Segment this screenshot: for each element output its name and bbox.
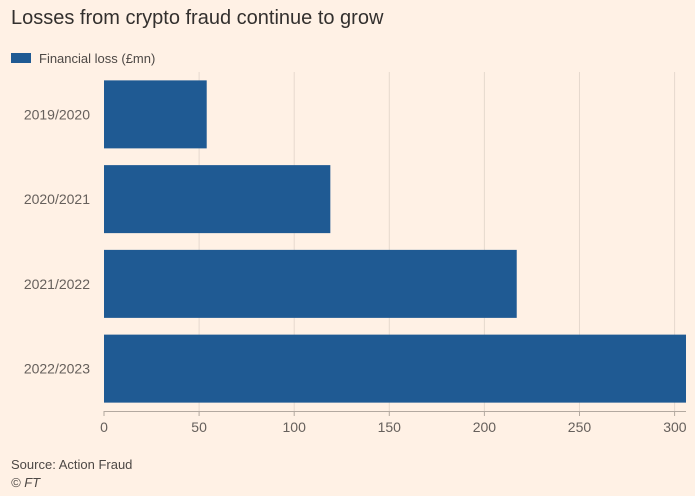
credit: © FT	[11, 475, 41, 490]
bar-2019-2020	[104, 80, 207, 149]
legend-swatch	[11, 53, 31, 63]
legend-label: Financial loss (£mn)	[39, 50, 156, 66]
x-tick-label-250: 250	[568, 419, 592, 435]
source-note: Source: Action Fraud	[11, 457, 133, 472]
bar-2020-2021	[104, 165, 331, 234]
x-tick-label-50: 50	[191, 419, 207, 435]
x-tick-label-300: 300	[663, 419, 687, 435]
y-tick-label-2020-2021: 2020/2021	[24, 191, 90, 207]
x-tick-label-150: 150	[378, 419, 402, 435]
bar-2021-2022	[104, 249, 517, 318]
x-tick-label-200: 200	[473, 419, 497, 435]
x-tick-label-0: 0	[100, 419, 108, 435]
y-tick-label-2022-2023: 2022/2023	[24, 361, 90, 377]
bar-2022-2023	[104, 334, 686, 403]
chart-title: Losses from crypto fraud continue to gro…	[11, 7, 384, 29]
y-tick-label-2021-2022: 2021/2022	[24, 276, 90, 292]
x-tick-label-100: 100	[283, 419, 307, 435]
legend: Financial loss (£mn)	[11, 50, 155, 66]
y-tick-label-2019-2020: 2019/2020	[24, 106, 90, 122]
